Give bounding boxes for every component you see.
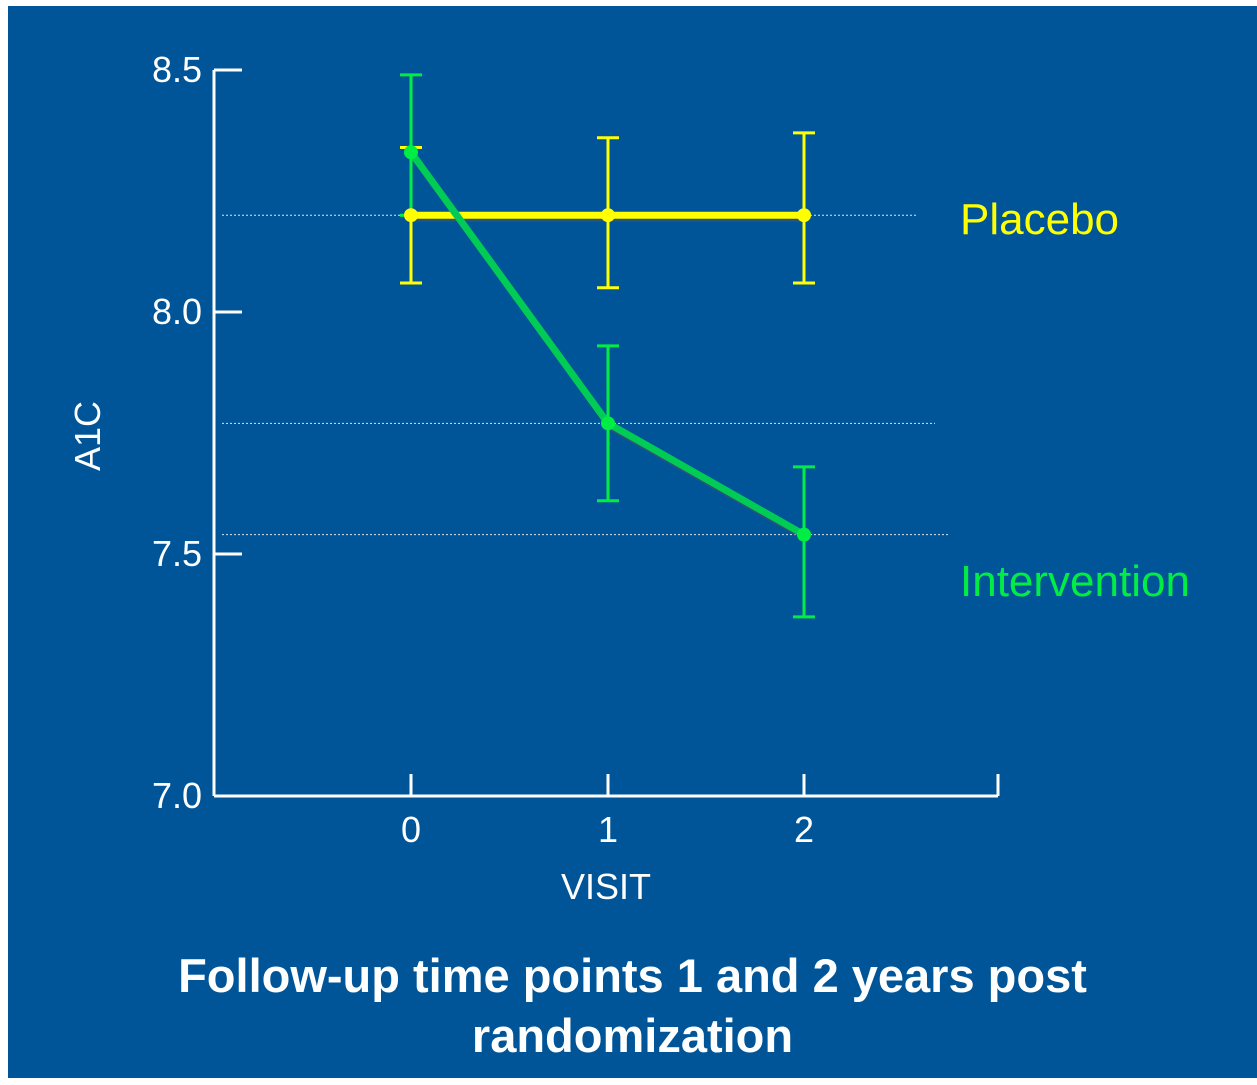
placebo-point bbox=[601, 208, 615, 223]
slide-background: 7.0 7.5 8.0 8.5 0 1 2 Placebo Intervention A1C … bbox=[8, 6, 1257, 1078]
placebo-point bbox=[797, 208, 811, 223]
plot-area: Placebo Intervention bbox=[400, 73, 1190, 619]
placebo-point bbox=[404, 208, 418, 223]
y-axis-label: A1C bbox=[67, 401, 108, 471]
y-tick-label: 8.0 bbox=[152, 291, 202, 332]
x-tick-label: 2 bbox=[794, 809, 814, 850]
legend-label-intervention: Intervention bbox=[960, 557, 1190, 606]
reference-lines bbox=[222, 214, 948, 536]
x-tick-label: 0 bbox=[401, 809, 421, 850]
y-tick-label: 7.5 bbox=[152, 533, 202, 574]
chart-axes: 7.0 7.5 8.0 8.5 0 1 2 bbox=[152, 49, 1000, 850]
caption-line-1: Follow-up time points 1 and 2 years post bbox=[178, 949, 1087, 1002]
intervention-point bbox=[797, 527, 811, 542]
intervention-point bbox=[404, 145, 418, 160]
caption-line-2: randomization bbox=[471, 1009, 794, 1062]
x-tick-label: 1 bbox=[598, 809, 618, 850]
x-axis-label: VISIT bbox=[561, 866, 651, 907]
y-tick-label: 7.0 bbox=[152, 775, 202, 816]
legend-label-placebo: Placebo bbox=[960, 195, 1119, 244]
intervention-point bbox=[601, 416, 615, 431]
y-tick-label: 8.5 bbox=[152, 49, 202, 90]
